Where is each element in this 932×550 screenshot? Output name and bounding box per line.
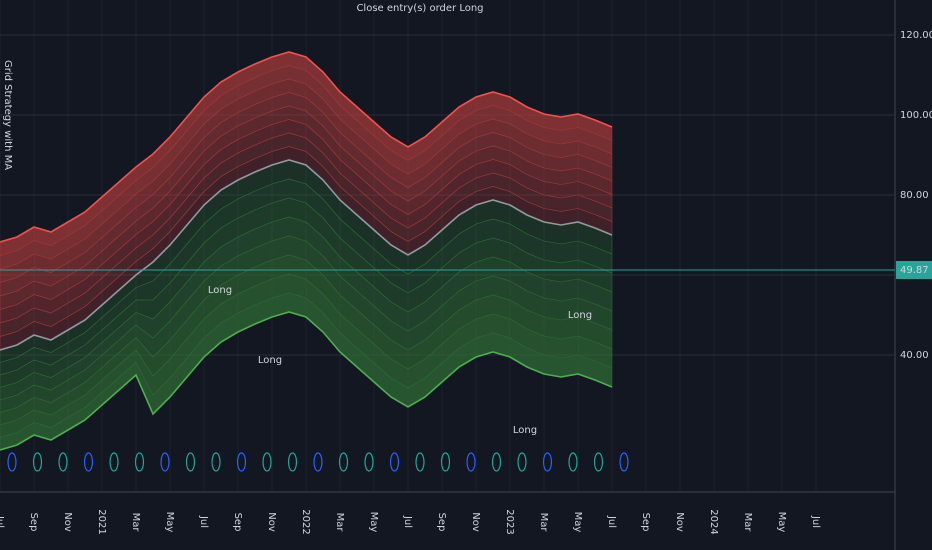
x-tick-label: 2023: [504, 509, 515, 534]
x-tick-label: Mar: [334, 513, 345, 533]
signal-icon: [134, 452, 145, 472]
x-tick-label: Jul: [0, 515, 5, 528]
x-tick-label: Mar: [742, 513, 753, 533]
x-tick-label: Jul: [606, 515, 617, 528]
annotation: 49.87: [900, 265, 929, 276]
x-tick-label: Jul: [810, 515, 821, 528]
signal-icon: [185, 452, 196, 472]
annotation: Long: [258, 355, 282, 366]
signal-icon: [236, 452, 247, 472]
signal-icon: [415, 452, 425, 472]
signal-icon: [83, 452, 94, 472]
x-tick-label: Nov: [266, 512, 277, 532]
series-line: [0, 159, 613, 351]
signal-icon: [109, 452, 119, 472]
signal-icon: [211, 452, 221, 472]
signal-icon: [262, 452, 272, 472]
y-tick-label: 40.00: [900, 350, 929, 361]
signal-icon: [440, 452, 451, 472]
signal-icon: [389, 452, 400, 472]
x-tick-label: May: [164, 512, 175, 533]
x-tick-label: Mar: [130, 513, 141, 533]
annotation: Long: [513, 425, 537, 436]
signal-icon: [568, 452, 578, 472]
signal-icon: [7, 452, 17, 472]
signal-icon: [287, 452, 298, 472]
signal-icon: [364, 452, 374, 472]
series-line: [0, 51, 613, 243]
x-tick-label: 2021: [96, 509, 107, 534]
signal-icon: [593, 452, 604, 472]
x-tick-label: Nov: [470, 512, 481, 532]
x-tick-label: Sep: [640, 513, 651, 532]
series-line: [0, 311, 613, 451]
y-tick-label: 120.00: [900, 30, 932, 41]
x-tick-label: Jul: [402, 515, 413, 528]
signal-icon: [32, 452, 43, 472]
x-tick-label: Mar: [538, 513, 549, 533]
signal-icon: [517, 452, 527, 472]
x-tick-label: Nov: [62, 512, 73, 532]
x-tick-label: May: [776, 512, 787, 533]
x-tick-label: Sep: [436, 513, 447, 532]
signal-icon: [619, 452, 629, 472]
x-tick-label: May: [572, 512, 583, 533]
price-tag: [896, 261, 932, 279]
annotation: Close entry(s) order Long: [356, 3, 483, 14]
signal-icon: [466, 452, 476, 472]
signal-icon: [338, 452, 349, 472]
signal-icon: [313, 452, 323, 472]
annotation: Long: [568, 310, 592, 321]
x-tick-label: 2024: [708, 509, 719, 534]
signal-icon: [160, 452, 170, 472]
signal-icon: [58, 452, 68, 472]
y-tick-label: 100.00: [900, 110, 932, 121]
x-tick-label: Sep: [28, 513, 39, 532]
signal-icon: [542, 452, 553, 472]
x-tick-label: Sep: [232, 513, 243, 532]
x-tick-label: Nov: [674, 512, 685, 532]
x-tick-label: May: [368, 512, 379, 533]
y-tick-label: 80.00: [900, 190, 929, 201]
x-tick-label: Jul: [198, 515, 209, 528]
signal-icon: [491, 452, 502, 472]
x-tick-label: 2022: [300, 509, 311, 534]
annotation: Long: [208, 285, 232, 296]
